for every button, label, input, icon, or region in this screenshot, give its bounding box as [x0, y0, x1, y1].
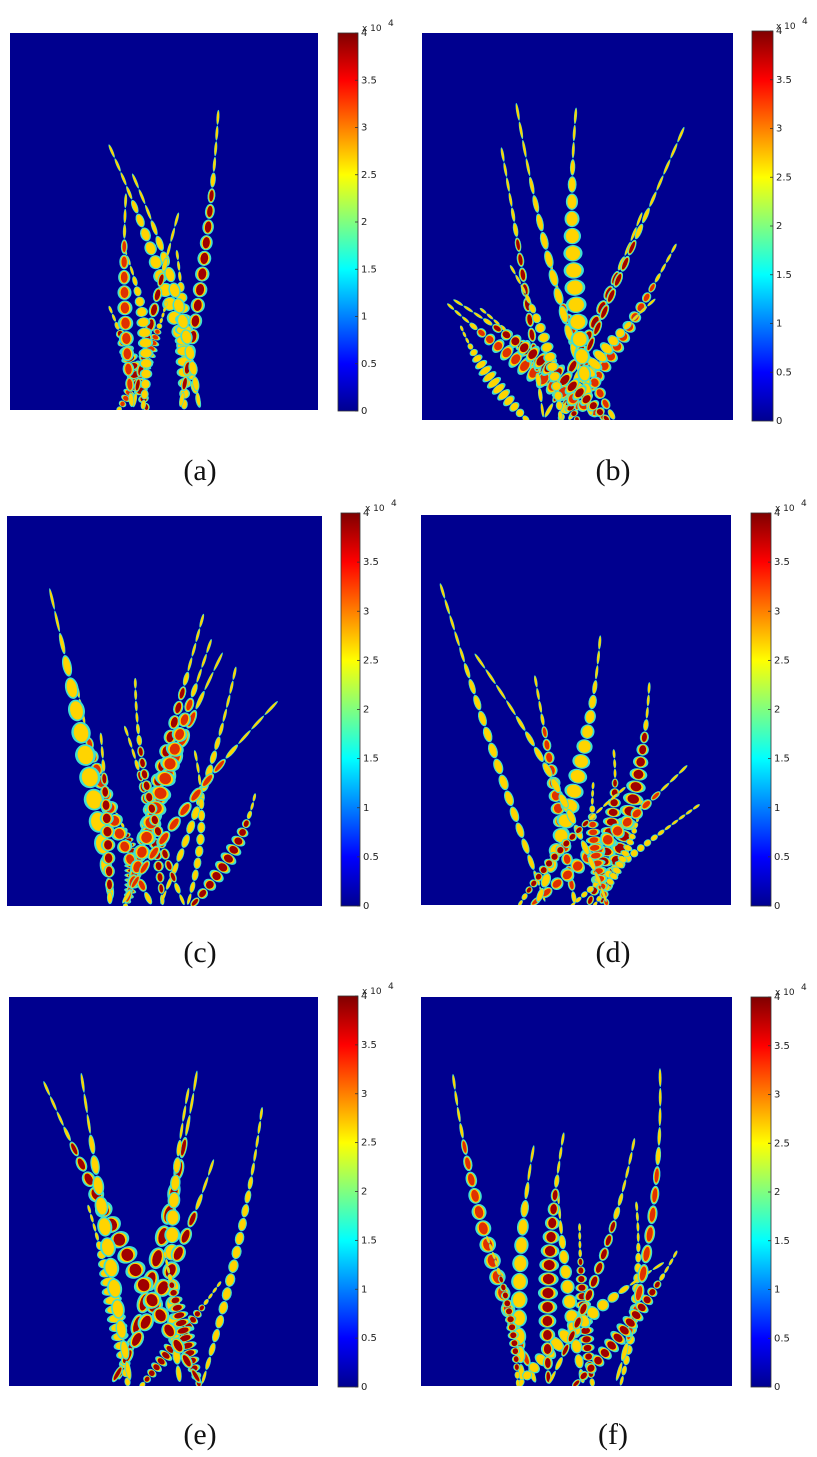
plant-heatmap — [452, 1068, 678, 1386]
colorbar-tick-label: 1 — [363, 803, 369, 814]
colorbar-tick-label: 1 — [361, 312, 367, 323]
colorbar-tick-label: 3.5 — [361, 1040, 377, 1051]
colorbar-exponent: 4 — [388, 982, 394, 992]
colorbar-tick-label: 1.5 — [363, 754, 379, 765]
colorbar-tick-label: 0 — [363, 901, 369, 912]
colorbar-tick-label: 2.5 — [774, 1138, 790, 1149]
colorbar-tick-label: 2 — [361, 217, 367, 228]
colorbar-exponent: 4 — [391, 499, 397, 509]
colorbar-exponent: 4 — [388, 19, 394, 29]
colorbar-tick-label: 3.5 — [774, 557, 790, 568]
heatmap-background — [10, 33, 318, 410]
colorbar-multiplier: x 10 — [775, 504, 795, 514]
colorbar-exponent: 4 — [801, 983, 807, 993]
colorbar-tick-label: 0.5 — [774, 852, 790, 863]
colorbar-multiplier: x 10 — [362, 24, 382, 34]
colorbar-exponent: 4 — [802, 17, 808, 27]
plant-heatmap — [439, 583, 700, 905]
colorbar-tick-label: 0.5 — [361, 1333, 377, 1344]
colorbar-tick-label: 4 — [774, 508, 780, 519]
colorbar-tick-label: 2 — [774, 705, 780, 716]
colorbar-tick-label: 2 — [361, 1187, 367, 1198]
colorbar — [751, 30, 774, 422]
colorbar-tick-label: 3 — [776, 124, 782, 135]
colorbar-tick-label: 4 — [361, 28, 367, 39]
heatmap-background — [421, 515, 731, 905]
colorbar-tick-label: 2.5 — [776, 172, 792, 183]
colorbar-tick-label: 1.5 — [776, 270, 792, 281]
colorbar-tick-label: 1.5 — [774, 754, 790, 765]
panel-label: (b) — [596, 454, 631, 487]
colorbar-multiplier: x 10 — [776, 22, 796, 32]
colorbar-tick-label: 0 — [361, 1382, 367, 1393]
colorbar-multiplier: x 10 — [362, 987, 382, 997]
colorbar-tick-label: 2 — [774, 1187, 780, 1198]
colorbar-tick-label: 4 — [774, 992, 780, 1003]
colorbar-tick-label: 3 — [774, 606, 780, 617]
colorbar-tick-label: 1.5 — [774, 1236, 790, 1247]
colorbar-tick-label: 2.5 — [361, 170, 377, 181]
colorbar-tick-label: 2 — [363, 705, 369, 716]
panel-label: (a) — [183, 454, 216, 487]
colorbar-tick-label: 2.5 — [363, 655, 379, 666]
heatmap-background — [7, 516, 322, 906]
colorbar-tick-label: 2.5 — [361, 1138, 377, 1149]
colorbar-tick-label: 2.5 — [774, 655, 790, 666]
colorbar-tick-label: 3 — [361, 1089, 367, 1100]
panel-label: (e) — [183, 1418, 216, 1451]
plant-heatmap — [446, 103, 685, 420]
colorbar-tick-label: 1 — [774, 1285, 780, 1296]
colorbar-multiplier: x 10 — [775, 988, 795, 998]
plant-heatmap — [49, 588, 278, 906]
colorbar-tick-label: 3.5 — [361, 75, 377, 86]
panel-label: (c) — [183, 936, 216, 969]
colorbar-tick-label: 0.5 — [363, 852, 379, 863]
colorbar-tick-label: 1 — [361, 1284, 367, 1295]
colorbar-multiplier: x 10 — [365, 504, 385, 514]
panel-label: (d) — [596, 936, 631, 969]
colorbar-tick-label: 1.5 — [361, 264, 377, 275]
colorbar-tick-label: 3 — [774, 1090, 780, 1101]
colorbar-tick-label: 0 — [776, 416, 782, 427]
plant-heatmap — [43, 1070, 264, 1386]
colorbar-tick-label: 3 — [361, 123, 367, 134]
colorbar-tick-label: 4 — [361, 991, 367, 1002]
colorbar-tick-label: 0.5 — [361, 359, 377, 370]
colorbar-tick-label: 1 — [774, 803, 780, 814]
panel-label: (f) — [598, 1418, 628, 1451]
colorbar-tick-label: 0.5 — [776, 367, 792, 378]
colorbar-tick-label: 0.5 — [774, 1333, 790, 1344]
plant-heatmap — [108, 109, 220, 410]
colorbar-tick-label: 4 — [776, 26, 782, 37]
colorbar-tick-label: 0 — [774, 1382, 780, 1393]
colorbar-tick-label: 3.5 — [776, 75, 792, 86]
colorbar-tick-label: 0 — [774, 901, 780, 912]
colorbar-tick-label: 2 — [776, 221, 782, 232]
colorbar-tick-label: 1.5 — [361, 1235, 377, 1246]
colorbar-tick-label: 4 — [363, 508, 369, 519]
colorbar-tick-label: 3 — [363, 606, 369, 617]
colorbar-tick-label: 3.5 — [774, 1041, 790, 1052]
colorbar-tick-label: 0 — [361, 406, 367, 417]
colorbar-tick-label: 1 — [776, 319, 782, 330]
colorbar-tick-label: 3.5 — [363, 557, 379, 568]
colorbar-exponent: 4 — [801, 499, 807, 509]
